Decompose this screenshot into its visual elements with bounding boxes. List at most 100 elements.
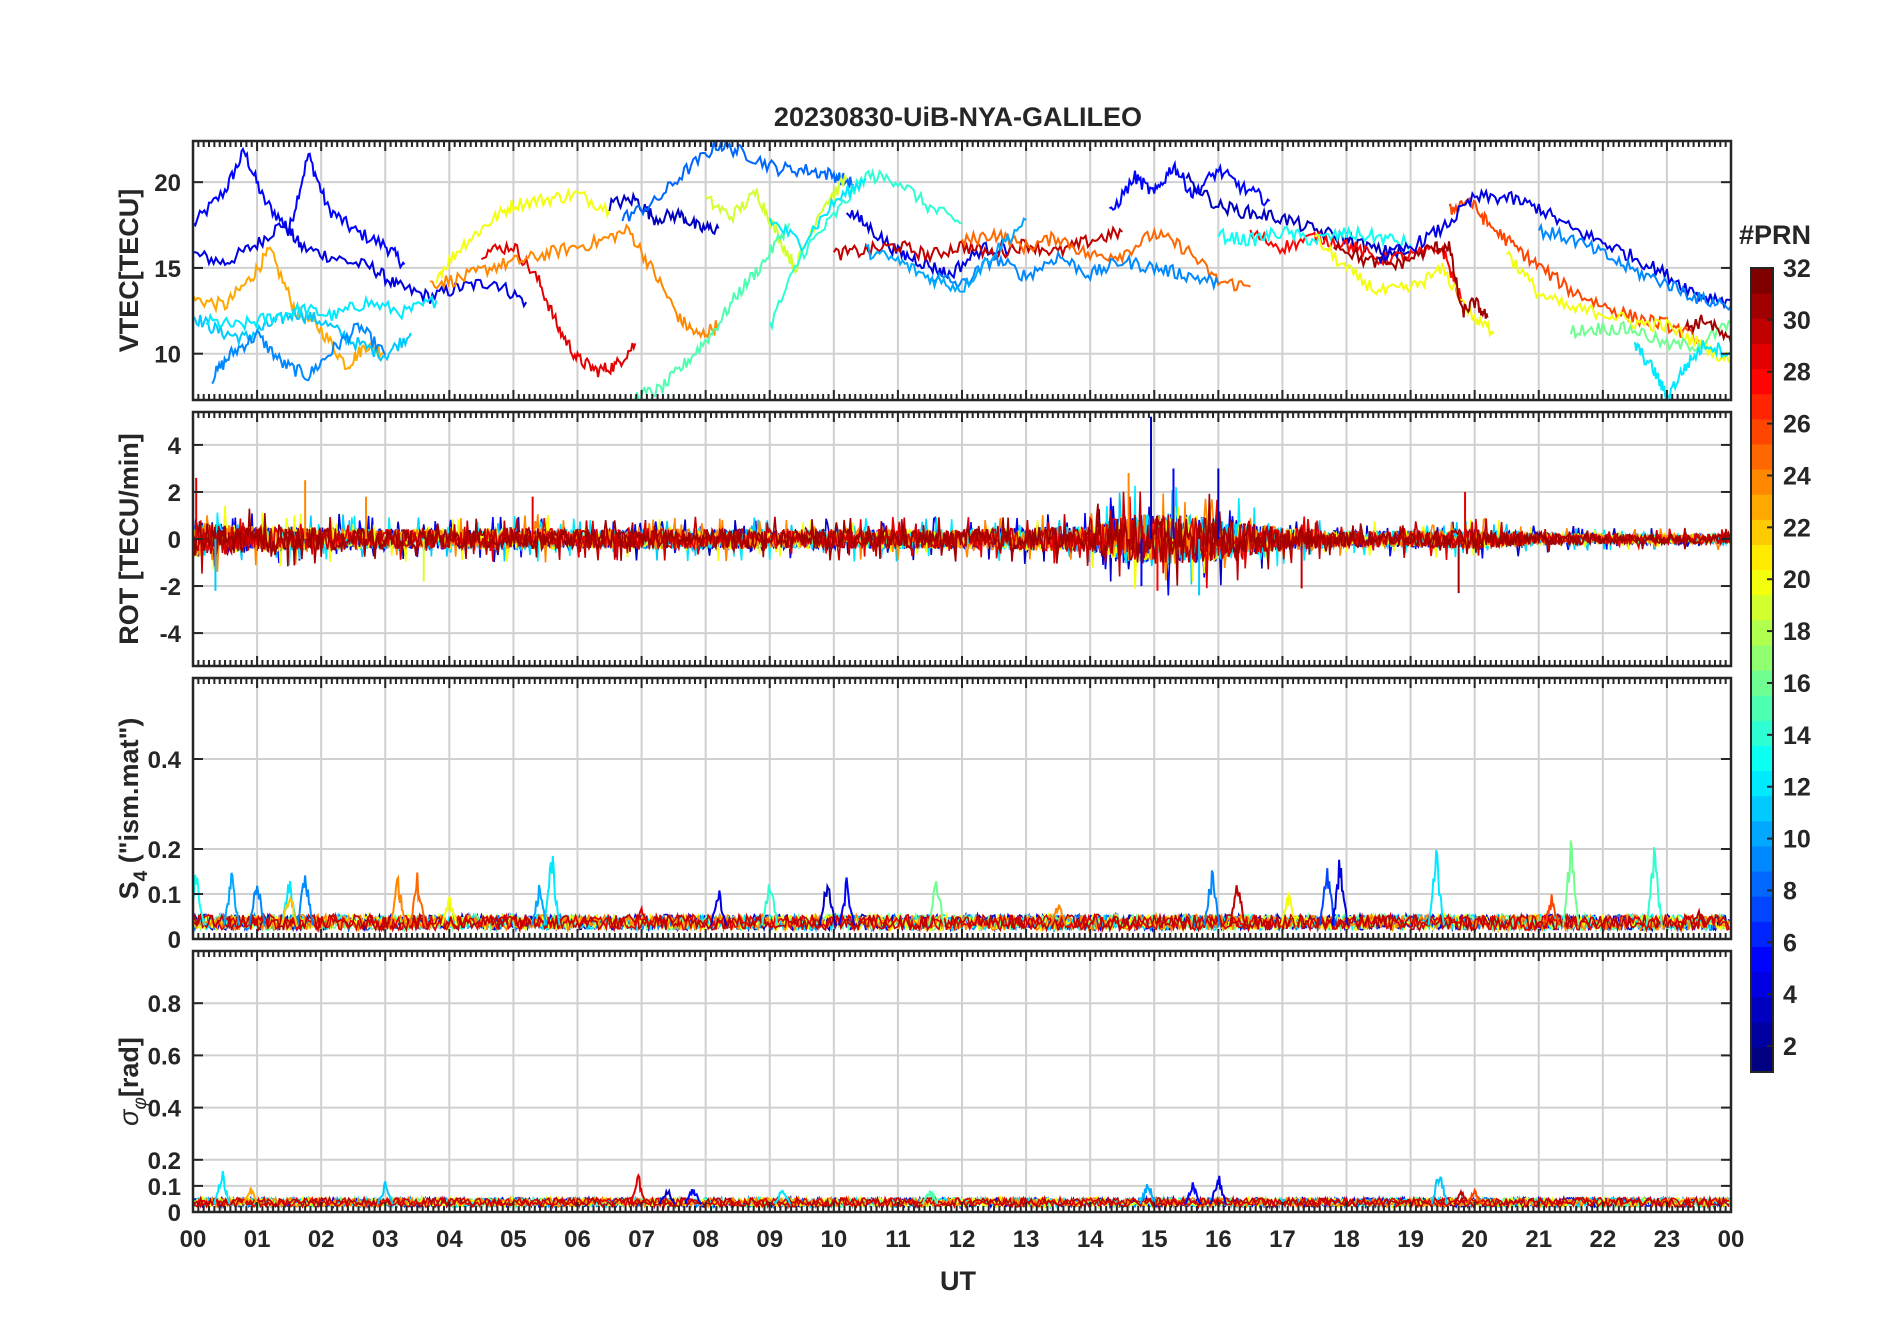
colorbar-segment (1751, 343, 1773, 370)
vtec-series-prn-15 (634, 222, 790, 400)
y-tick-label: 0.4 (148, 747, 182, 774)
x-tick-label: 21 (1525, 1226, 1552, 1253)
colorbar-segment (1751, 569, 1773, 596)
plot-area (193, 416, 1731, 596)
s4-peak (1542, 894, 1561, 926)
sigma_phi-peak (213, 1170, 231, 1205)
colorbar-segment (1751, 469, 1773, 495)
colorbar-segment (1751, 921, 1773, 947)
colorbar-segment (1751, 871, 1773, 897)
colorbar-segment (1751, 1021, 1773, 1048)
panel-vtec: 10 15 20 VTEC[TECU] (114, 139, 1733, 402)
colorbar-segment (1751, 996, 1773, 1023)
s4-peak (1280, 892, 1298, 926)
y-tick-label: 0 (168, 1200, 181, 1227)
s4-peak (1331, 859, 1349, 926)
y-tick-label: 0 (168, 527, 181, 554)
colorbar-tick-label: 4 (1783, 981, 1797, 1009)
x-tick-label: 23 (1654, 1226, 1681, 1253)
x-tick-label: 07 (628, 1226, 655, 1253)
y-axis-label: ROT [TECU/min] (114, 433, 144, 644)
x-tick-label: 18 (1333, 1226, 1360, 1253)
panel-rot: -4 -2 0 2 4 ROT [TECU/min] (114, 410, 1733, 668)
x-tick-label: 00 (180, 1226, 207, 1253)
s4-peak (296, 875, 314, 926)
sigma_phi-peak (1139, 1183, 1157, 1205)
colorbar-segment (1751, 1046, 1773, 1073)
colorbar-segment (1751, 896, 1773, 922)
chart-title: 20230830-UiB-NYA-GALILEO (774, 102, 1142, 132)
x-tick-label: 19 (1397, 1226, 1424, 1253)
s4-peak (761, 884, 779, 926)
y-tick-label: 0.1 (148, 882, 181, 909)
y-tick-label: 0.4 (148, 1096, 182, 1123)
y-tick-label: 15 (154, 256, 181, 283)
y-tick-label: 0.2 (148, 1148, 181, 1175)
vtec-series-prn-3 (1185, 171, 1412, 261)
y-tick-label: 0.1 (148, 1174, 181, 1201)
colorbar-segment (1751, 368, 1773, 395)
colorbar-tick-label: 30 (1783, 307, 1811, 335)
y-tick-label: -4 (160, 621, 182, 648)
sigma_phi-peak (773, 1189, 792, 1205)
colorbar-tick-label: 24 (1783, 462, 1811, 490)
colorbar-tick-label: 28 (1783, 359, 1811, 387)
vtec-series-prn-5 (193, 146, 406, 270)
s4-peak (1690, 907, 1708, 927)
sigma_phi-peak (684, 1189, 702, 1205)
x-tick-label: 13 (1013, 1226, 1040, 1253)
vtec-series-prn-31 (1685, 314, 1731, 344)
s4-peak (818, 882, 837, 926)
colorbar-segment (1751, 670, 1773, 696)
x-tick-label: 17 (1269, 1226, 1296, 1253)
x-tick-label: 22 (1589, 1226, 1616, 1253)
colorbar-segment (1751, 293, 1773, 319)
x-tick-label: 04 (436, 1226, 463, 1253)
s4-peak (248, 885, 266, 926)
colorbar-segment (1751, 745, 1773, 772)
y-tick-label: 10 (154, 342, 181, 369)
x-tick-label: 09 (756, 1226, 783, 1253)
sigma_phi-peak (1453, 1188, 1471, 1205)
vtec-series-prn-19 (704, 173, 848, 275)
colorbar-segment (1751, 594, 1773, 621)
y-axis-label: S4 ("ism.mat") (114, 718, 152, 900)
s4-peak (927, 880, 946, 926)
colorbar-segment (1751, 443, 1773, 470)
rot-series-prn-30 (193, 491, 1731, 581)
s4-peak (389, 874, 407, 926)
vtec-series-prn-13 (1217, 224, 1412, 251)
colorbar-segment (1751, 318, 1773, 344)
vtec-series-prn-11 (193, 308, 412, 363)
vtec-series-prn-9 (929, 249, 1220, 292)
plot-area (193, 141, 1731, 400)
vtec-series-prn-12 (1633, 340, 1731, 400)
x-tick-label: 00 (1718, 1226, 1745, 1253)
plot-area (193, 840, 1730, 934)
sigma_phi-peak (242, 1187, 260, 1205)
colorbar-segment (1751, 845, 1773, 872)
colorbar-segment (1751, 720, 1773, 746)
y-tick-label: 2 (168, 480, 181, 507)
x-tick-label: 10 (820, 1226, 847, 1253)
panel-sigma_phi: 00.10.2 0.4 0.6 0.8 σφ[rad] (114, 949, 1733, 1227)
vtec-series-prn-9 (211, 322, 387, 385)
colorbar-segment (1751, 795, 1773, 822)
colorbar-segment (1751, 268, 1773, 294)
x-tick-label: 03 (372, 1226, 399, 1253)
sigma_phi-peak (629, 1172, 648, 1205)
y-tick-label: 0.6 (148, 1043, 181, 1070)
colorbar-segment (1751, 820, 1773, 847)
colorbar-segment (1751, 519, 1773, 545)
s4-peak (633, 904, 651, 927)
vtec-series-prn-8 (621, 141, 854, 222)
colorbar-segment (1751, 418, 1773, 445)
vtec-series-prn-20 (435, 187, 611, 284)
vtec-series-prn-31 (1333, 239, 1489, 319)
colorbar-tick-label: 32 (1783, 255, 1811, 283)
colorbar-tick-label: 16 (1783, 670, 1811, 698)
s4-peak (280, 895, 298, 926)
sigma_phi-peak (921, 1189, 939, 1205)
